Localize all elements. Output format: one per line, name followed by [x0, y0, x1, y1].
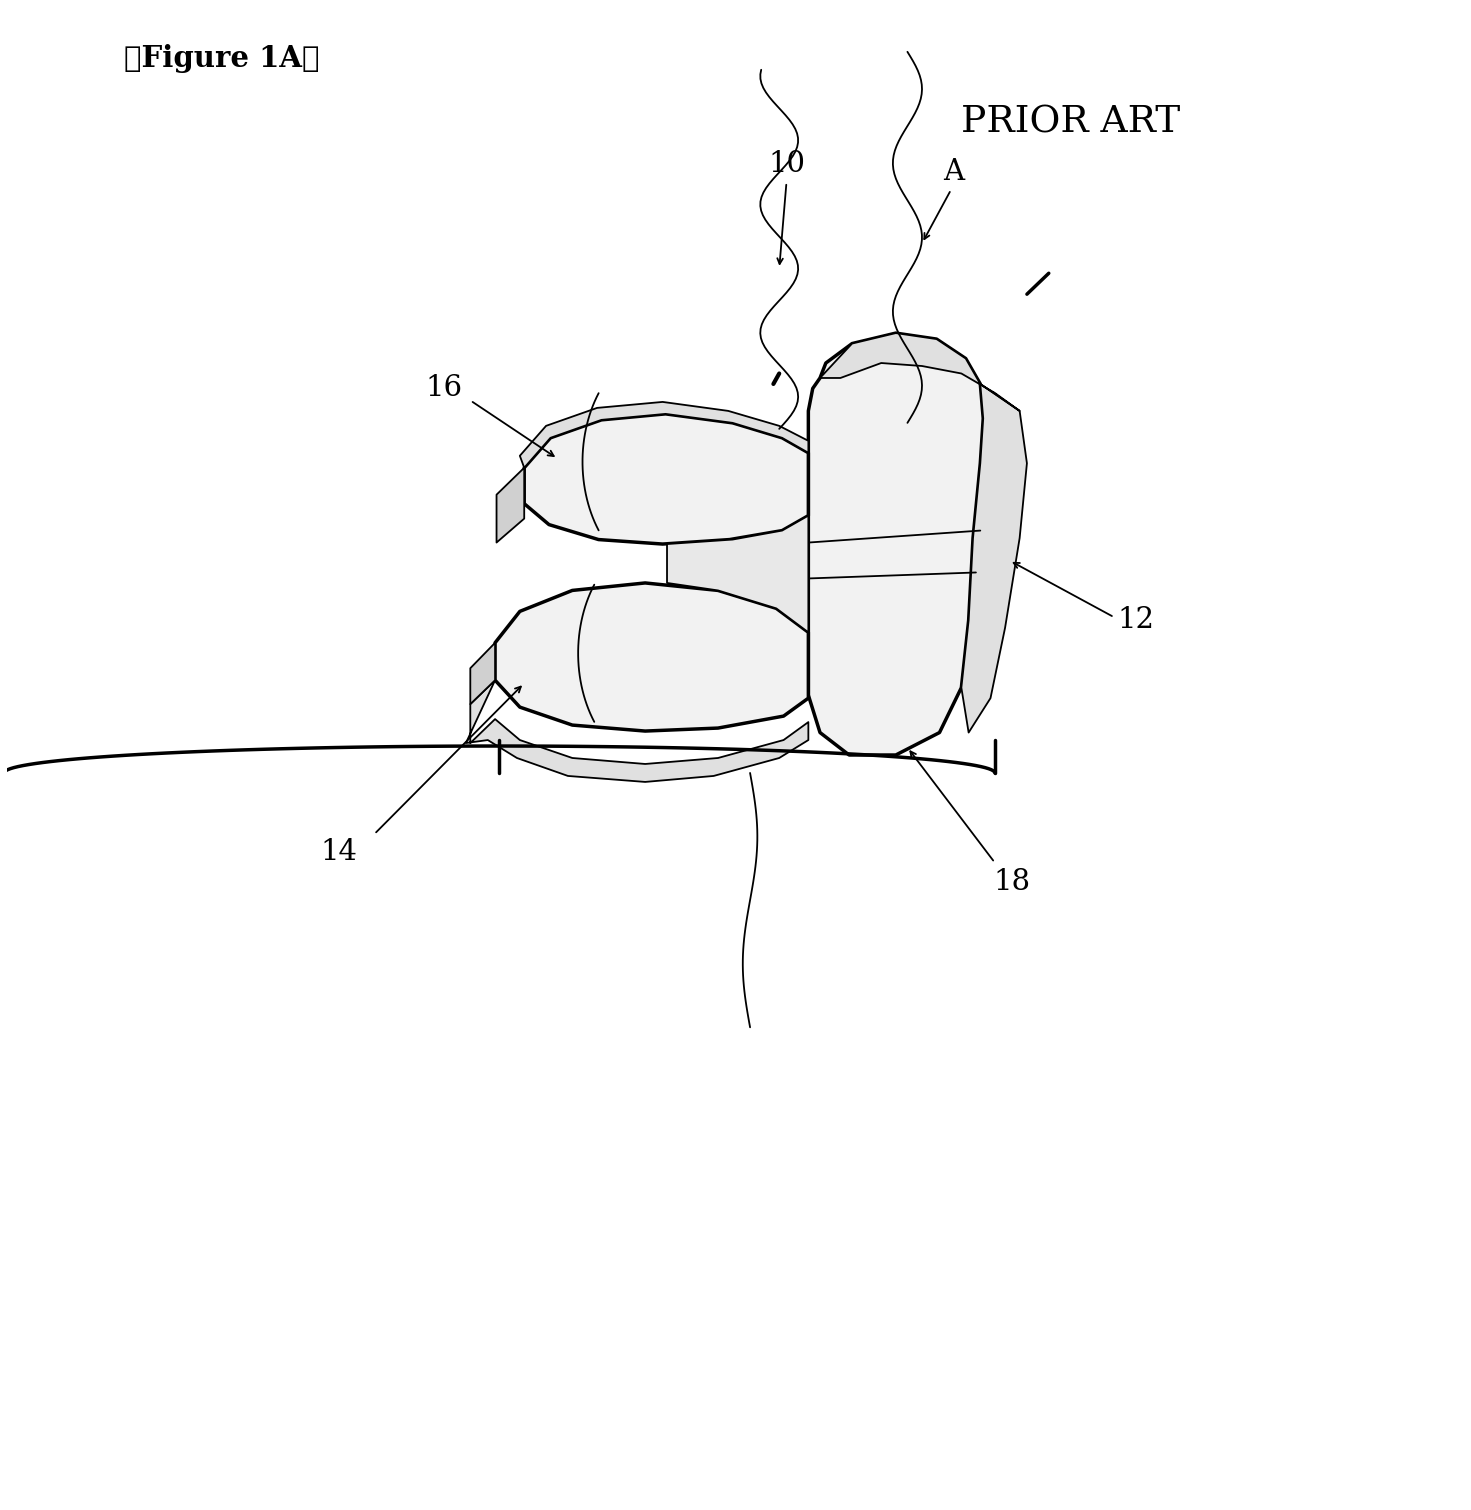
Polygon shape: [666, 515, 809, 633]
Text: 12: 12: [1118, 607, 1155, 634]
Polygon shape: [471, 643, 496, 704]
Text: 18: 18: [994, 868, 1031, 895]
Polygon shape: [819, 334, 1019, 411]
Text: 16: 16: [425, 374, 463, 403]
Polygon shape: [962, 384, 1027, 732]
Text: 》Figure 1A》: 》Figure 1A》: [124, 44, 319, 74]
Text: PRIOR ART: PRIOR ART: [961, 104, 1180, 140]
Polygon shape: [466, 680, 809, 782]
Text: 10: 10: [768, 149, 805, 178]
Polygon shape: [496, 583, 809, 731]
Polygon shape: [519, 402, 809, 468]
Text: 14: 14: [321, 838, 357, 867]
Text: A: A: [943, 157, 965, 186]
Polygon shape: [497, 468, 524, 542]
Polygon shape: [809, 334, 983, 755]
Polygon shape: [524, 414, 809, 544]
